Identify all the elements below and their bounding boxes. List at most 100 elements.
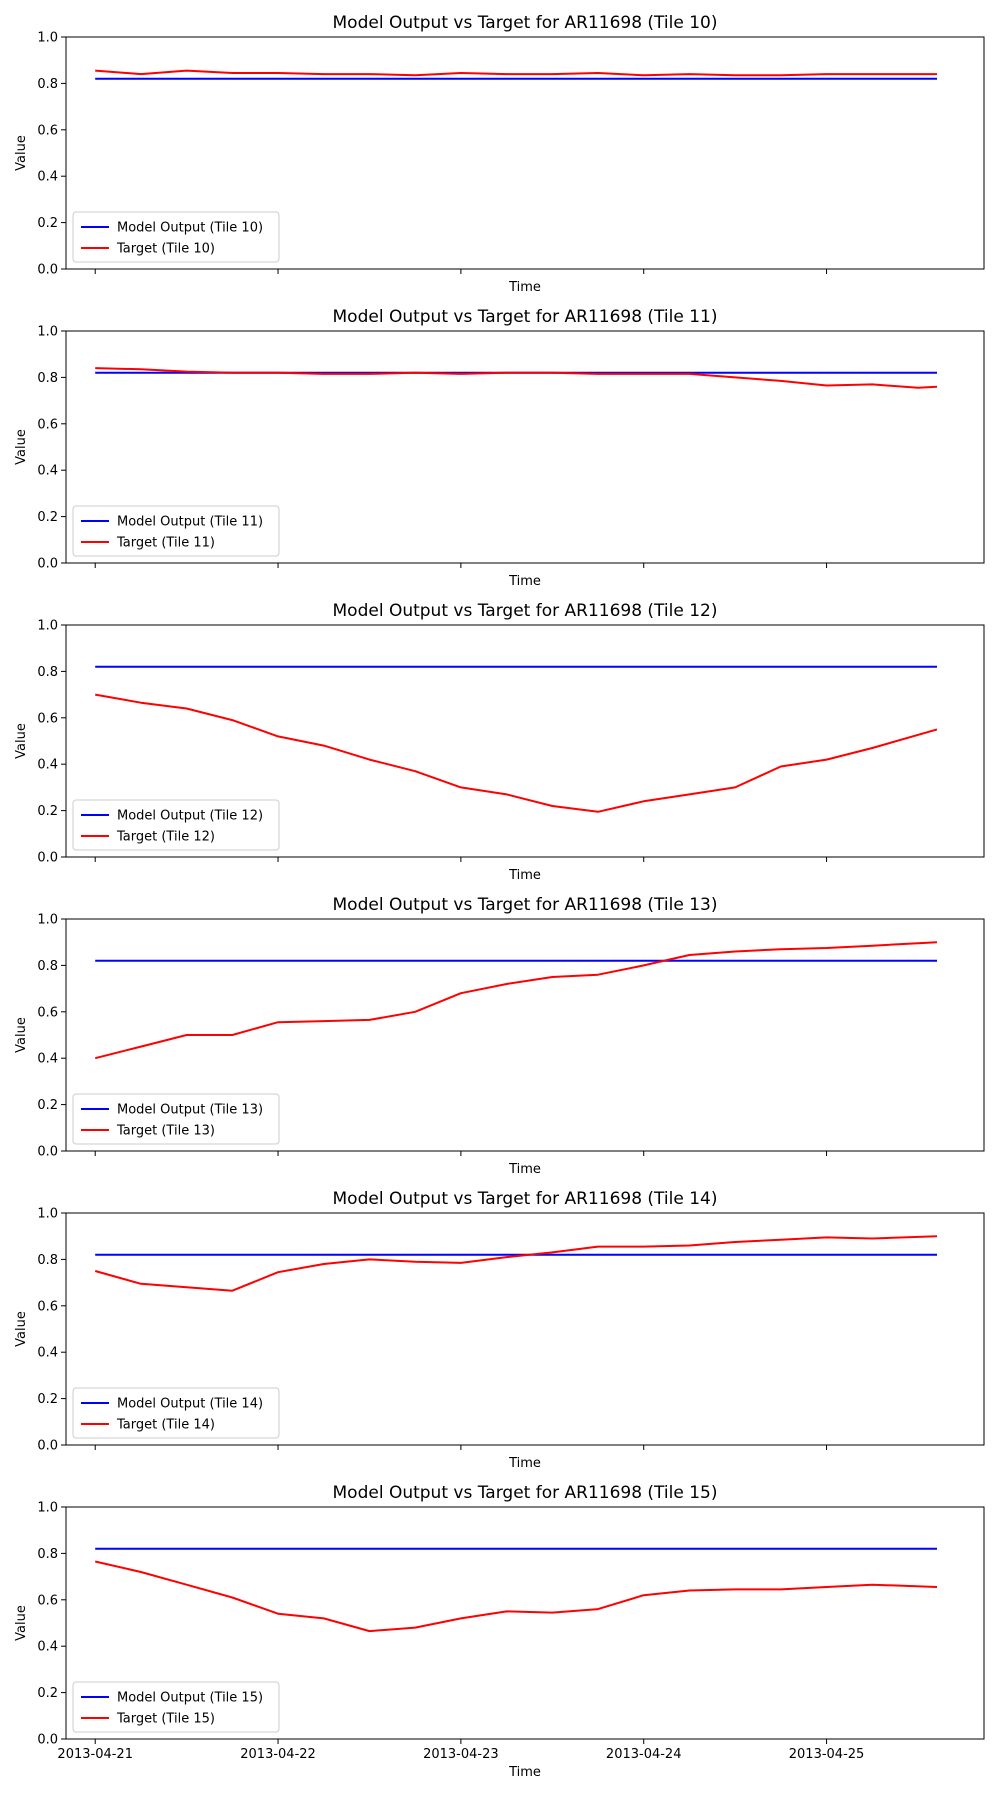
chart-panel-5: Model Output vs Target for AR11698 (Tile… bbox=[14, 1483, 985, 1780]
chart-panel-2: Model Output vs Target for AR11698 (Tile… bbox=[14, 601, 985, 882]
legend-box bbox=[72, 505, 280, 557]
y-tick-label: 0.4 bbox=[37, 758, 58, 773]
y-axis-label: Value bbox=[14, 723, 29, 759]
x-axis-label: Time bbox=[508, 1456, 541, 1470]
legend-entry-0: Model Output (Tile 15) bbox=[117, 1691, 263, 1706]
plot-frame bbox=[65, 624, 985, 858]
y-tick-label: 0.6 bbox=[37, 711, 58, 726]
legend-entry-0: Model Output (Tile 13) bbox=[117, 1103, 263, 1118]
legend-entry-0: Model Output (Tile 14) bbox=[117, 1397, 263, 1412]
y-tick-label: 0.4 bbox=[37, 1640, 58, 1655]
x-axis-label: Time bbox=[508, 1162, 541, 1176]
y-tick-label: 0.0 bbox=[37, 1733, 58, 1748]
y-tick-label: 1.0 bbox=[37, 325, 58, 340]
y-tick-label: 1.0 bbox=[37, 913, 58, 928]
y-tick-label: 0.8 bbox=[37, 77, 58, 92]
chart-panel-3: Model Output vs Target for AR11698 (Tile… bbox=[14, 895, 985, 1176]
y-axis-label: Value bbox=[14, 1311, 29, 1347]
y-tick-label: 1.0 bbox=[37, 1207, 58, 1222]
x-tick-label: 2013-04-24 bbox=[606, 1747, 682, 1762]
plot-frame bbox=[65, 918, 985, 1152]
y-axis-label: Value bbox=[14, 1605, 29, 1641]
y-tick-label: 1.0 bbox=[37, 31, 58, 46]
y-tick-label: 0.8 bbox=[37, 371, 58, 386]
legend: Model Output (Tile 11) Target (Tile 11) bbox=[72, 505, 280, 557]
legend-box bbox=[72, 1681, 280, 1733]
y-tick-label: 1.0 bbox=[37, 619, 58, 634]
series-line-1 bbox=[95, 69, 937, 77]
x-tick-label: 2013-04-22 bbox=[240, 1747, 316, 1762]
chart-panel-4: Model Output vs Target for AR11698 (Tile… bbox=[14, 1189, 985, 1470]
legend-entry-0: Model Output (Tile 12) bbox=[117, 809, 263, 824]
y-tick-label: 0.0 bbox=[37, 1145, 58, 1160]
x-axis-label: Time bbox=[508, 1765, 541, 1780]
y-tick-label: 0.4 bbox=[37, 1052, 58, 1067]
y-tick-label: 0.2 bbox=[37, 1098, 58, 1113]
y-tick-label: 1.0 bbox=[37, 1501, 58, 1516]
x-tick-label: 2013-04-23 bbox=[423, 1747, 499, 1762]
y-tick-label: 0.6 bbox=[37, 1299, 58, 1314]
chart-title: Model Output vs Target for AR11698 (Tile… bbox=[333, 307, 718, 327]
series-line-1 bbox=[94, 1560, 938, 1633]
y-axis-label: Value bbox=[14, 1017, 29, 1053]
legend: Model Output (Tile 15) Target (Tile 15) bbox=[72, 1681, 280, 1733]
y-tick-label: 0.6 bbox=[37, 1593, 58, 1608]
y-tick-label: 0.6 bbox=[37, 1005, 58, 1020]
legend-entry-0: Model Output (Tile 10) bbox=[117, 221, 263, 236]
x-axis-label: Time bbox=[508, 574, 541, 588]
y-tick-label: 0.2 bbox=[37, 216, 58, 231]
legend: Model Output (Tile 14) Target (Tile 14) bbox=[72, 1387, 280, 1439]
y-tick-label: 0.4 bbox=[37, 464, 58, 479]
y-tick-label: 0.8 bbox=[37, 959, 58, 974]
y-tick-label: 0.8 bbox=[37, 1253, 58, 1268]
legend: Model Output (Tile 12) Target (Tile 12) bbox=[72, 799, 280, 851]
plot-frame bbox=[65, 330, 985, 564]
y-tick-label: 0.2 bbox=[37, 1392, 58, 1407]
y-tick-label: 0.4 bbox=[37, 170, 58, 185]
legend-entry-1: Target (Tile 14) bbox=[116, 1418, 215, 1433]
y-tick-label: 0.2 bbox=[37, 804, 58, 819]
x-tick-label: 2013-04-21 bbox=[57, 1747, 133, 1762]
x-axis-label: Time bbox=[508, 280, 541, 294]
x-axis-label: Time bbox=[508, 868, 541, 882]
x-tick-label: 2013-04-25 bbox=[789, 1747, 865, 1762]
chart-panel-0: Model Output vs Target for AR11698 (Tile… bbox=[14, 13, 985, 294]
legend: Model Output (Tile 10) Target (Tile 10) bbox=[72, 211, 280, 263]
y-tick-label: 0.6 bbox=[37, 123, 58, 138]
legend-box bbox=[72, 1093, 280, 1145]
y-tick-label: 0.0 bbox=[37, 851, 58, 866]
y-tick-label: 0.4 bbox=[37, 1346, 58, 1361]
plot-frame bbox=[65, 36, 985, 270]
legend: Model Output (Tile 13) Target (Tile 13) bbox=[72, 1093, 280, 1145]
chart-title: Model Output vs Target for AR11698 (Tile… bbox=[333, 1189, 718, 1209]
plot-frame bbox=[65, 1506, 985, 1740]
series-line-1 bbox=[94, 1235, 938, 1292]
legend-entry-1: Target (Tile 11) bbox=[116, 536, 215, 551]
y-tick-label: 0.8 bbox=[37, 1547, 58, 1562]
y-tick-label: 0.0 bbox=[37, 263, 58, 278]
series-line-1 bbox=[95, 693, 938, 813]
y-tick-label: 0.2 bbox=[37, 510, 58, 525]
y-tick-label: 0.0 bbox=[37, 557, 58, 572]
chart-title: Model Output vs Target for AR11698 (Tile… bbox=[333, 895, 718, 915]
legend-entry-1: Target (Tile 13) bbox=[116, 1124, 215, 1139]
y-tick-label: 0.6 bbox=[37, 417, 58, 432]
series-line-1 bbox=[95, 367, 938, 389]
chart-title: Model Output vs Target for AR11698 (Tile… bbox=[333, 13, 718, 33]
chart-title: Model Output vs Target for AR11698 (Tile… bbox=[333, 601, 718, 621]
legend-entry-0: Model Output (Tile 11) bbox=[117, 515, 263, 530]
chart-panel-1: Model Output vs Target for AR11698 (Tile… bbox=[14, 307, 985, 588]
legend-box bbox=[72, 799, 280, 851]
y-tick-label: 0.0 bbox=[37, 1439, 58, 1454]
legend-entry-1: Target (Tile 12) bbox=[116, 830, 215, 845]
legend-box bbox=[72, 1387, 280, 1439]
series-line-1 bbox=[94, 941, 938, 1060]
y-tick-label: 0.8 bbox=[37, 665, 58, 680]
y-tick-label: 0.2 bbox=[37, 1686, 58, 1701]
plot-frame bbox=[65, 1212, 985, 1446]
chart-title: Model Output vs Target for AR11698 (Tile… bbox=[333, 1483, 718, 1503]
legend-entry-1: Target (Tile 15) bbox=[116, 1712, 215, 1727]
legend-entry-1: Target (Tile 10) bbox=[116, 242, 215, 257]
legend-box bbox=[72, 211, 280, 263]
